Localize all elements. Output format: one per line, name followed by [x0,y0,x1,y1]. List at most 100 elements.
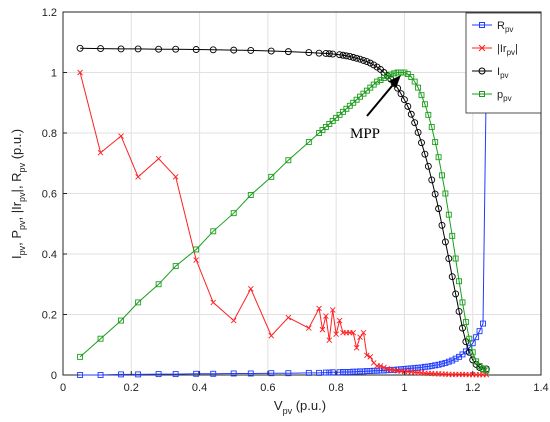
data-point [418,364,425,371]
data-point [431,190,439,198]
mpp-arrow-line [366,79,398,117]
data-point [346,102,353,109]
data-point [350,329,357,336]
data-point [268,370,275,377]
series-ppv [77,69,490,374]
data-point [439,172,445,179]
data-point [118,317,124,324]
data-point [483,367,490,374]
data-point [363,87,370,94]
data-point [377,363,384,369]
data-point [428,123,435,130]
data-point [193,370,200,377]
data-point [357,93,363,100]
data-point [342,52,350,60]
series-layer [76,44,490,378]
data-point [316,305,322,312]
data-point [421,363,428,370]
data-point [316,369,323,376]
data-point [172,174,179,180]
data-point [476,362,483,369]
data-point [411,78,418,85]
data-point [363,58,371,66]
data-point [210,228,217,235]
data-point [340,369,346,375]
data-point [377,367,384,374]
data-point [448,273,456,281]
data-point [401,69,408,76]
data-point [155,155,162,162]
data-point [316,130,323,136]
data-point [336,111,343,118]
x-tick-label: 1 [401,382,407,394]
series-irpv [77,69,490,378]
data-point [322,49,330,57]
data-point [442,359,449,366]
y-tick-label: 0 [51,370,57,382]
data-point [247,285,254,292]
data-point [363,368,370,375]
data-point [135,299,142,306]
x-tick-label: 0.4 [192,382,207,394]
data-point [445,358,452,365]
data-point [155,281,162,288]
data-point [373,63,381,71]
data-point [285,157,292,164]
data-point [326,120,333,127]
data-point [357,334,363,341]
y-tick-label: 0.6 [42,189,57,201]
x-tick-label: 0 [60,382,66,394]
data-point [336,317,343,324]
data-point [404,102,412,110]
data-point [305,369,312,376]
data-point [394,84,402,92]
data-point [459,299,466,306]
data-point [230,210,237,217]
data-point [360,368,367,375]
data-point [473,358,480,365]
data-point [155,45,163,53]
data-point [353,368,360,375]
data-point [77,353,84,360]
data-point [336,369,343,376]
data-point [456,278,463,285]
data-point [424,162,432,170]
data-point [193,246,200,253]
data-point [480,366,486,372]
data-point [469,349,476,356]
data-point [323,313,329,319]
data-point [374,367,381,374]
data-point [230,46,238,54]
data-point [349,53,357,61]
data-point [370,81,377,88]
data-point [381,364,387,371]
data-point [435,205,443,213]
data-point [97,335,104,342]
data-point [428,362,435,369]
data-point [209,46,217,54]
data-point [367,354,374,360]
data-point [326,337,333,344]
data-point [435,154,442,161]
data-point [210,370,217,377]
data-point [356,55,364,63]
data-point [267,47,275,55]
data-point [77,69,83,76]
legend-ipv-marker [478,67,486,75]
data-point [305,139,312,146]
data-point [353,344,360,351]
y-tick-label: 0.4 [42,249,57,261]
data-point [230,317,237,324]
data-point [97,149,104,156]
data-point [285,314,292,321]
data-point [97,372,104,378]
data-point [268,173,275,180]
data-point [473,334,480,341]
data-point [407,110,415,118]
data-point [452,290,460,298]
data-point [428,176,436,184]
data-point [367,84,374,91]
legend: Rpv |Irpv| Ipv ppv [465,12,542,114]
data-point [284,48,292,56]
data-point [432,362,439,369]
